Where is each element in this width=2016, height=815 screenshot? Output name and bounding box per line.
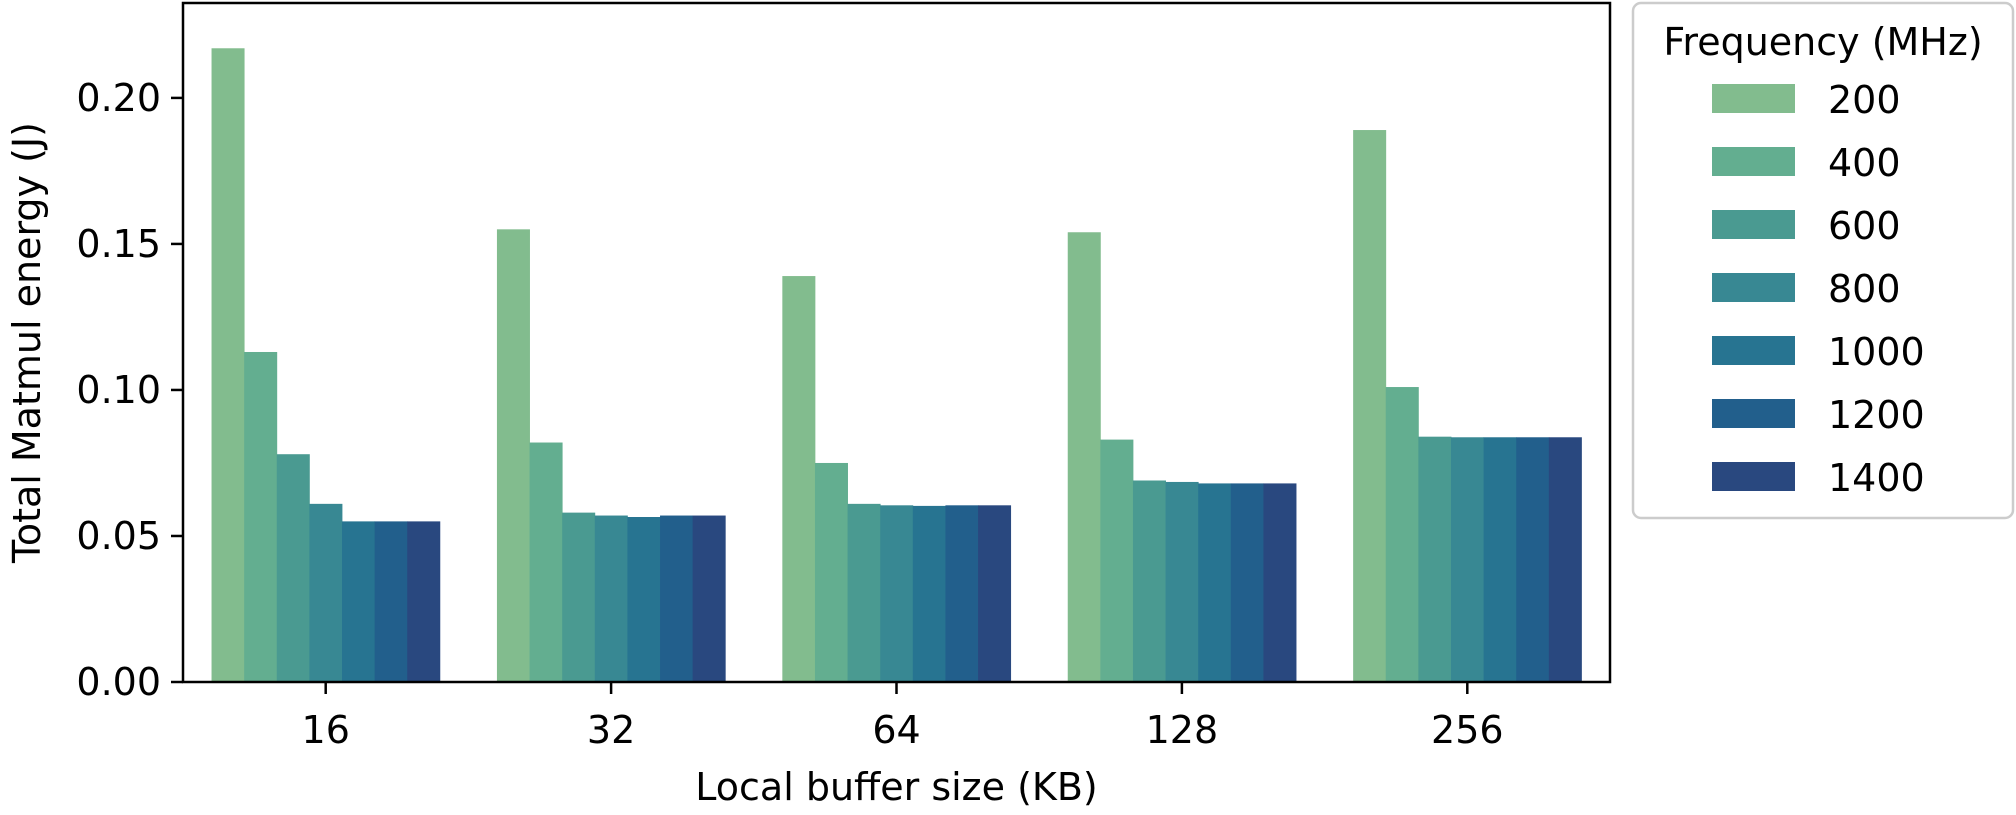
bar-64-1400 <box>978 505 1012 682</box>
legend-swatch-400 <box>1712 147 1795 176</box>
y-tick-label: 0.15 <box>76 222 161 266</box>
bar-64-1000 <box>912 505 946 682</box>
bar-256-1200 <box>1516 437 1550 682</box>
bar-128-1000 <box>1198 483 1232 682</box>
x-tick-label: 64 <box>872 708 920 752</box>
bar-16-1000 <box>342 521 376 682</box>
bar-128-1400 <box>1263 483 1297 682</box>
bar-128-800 <box>1165 481 1199 682</box>
y-tick-label: 0.05 <box>76 514 161 558</box>
bar-32-1400 <box>692 515 726 682</box>
bar-64-400 <box>814 462 848 682</box>
bar-128-1200 <box>1230 483 1264 682</box>
bar-32-400 <box>529 442 563 682</box>
bar-256-1400 <box>1548 437 1582 682</box>
y-tick-label: 0.20 <box>76 76 161 120</box>
legend-swatch-1000 <box>1712 336 1795 365</box>
legend-label-600: 600 <box>1828 204 1901 248</box>
bar-16-600 <box>276 454 310 682</box>
y-tick-label: 0.00 <box>76 660 161 704</box>
legend-swatch-800 <box>1712 273 1795 302</box>
x-tick-label: 16 <box>302 708 350 752</box>
bar-32-1000 <box>627 517 661 682</box>
plot-frame <box>181 1 1612 684</box>
bar-32-1200 <box>660 515 694 682</box>
legend-label-1200: 1200 <box>1828 393 1925 437</box>
bar-16-1200 <box>374 521 408 682</box>
y-axis-title: Total Matmul energy (J) <box>5 122 49 564</box>
bar-64-1200 <box>945 505 979 682</box>
bar-16-800 <box>309 503 343 682</box>
bar-256-200 <box>1353 130 1387 683</box>
bar-128-400 <box>1100 439 1134 682</box>
legend-items: 200 400 600 800 1000 1200 1400 <box>1712 78 1925 500</box>
legend-swatch-200 <box>1712 84 1795 113</box>
bar-32-800 <box>594 515 628 682</box>
bar-128-600 <box>1132 480 1166 682</box>
bar-256-400 <box>1385 387 1419 682</box>
legend-swatch-1400 <box>1712 462 1795 491</box>
bar-64-200 <box>782 276 816 682</box>
bar-32-600 <box>562 512 596 682</box>
legend-label-200: 200 <box>1828 78 1901 122</box>
legend-swatch-600 <box>1712 210 1795 239</box>
x-axis-title: Local buffer size (KB) <box>695 765 1097 809</box>
legend-label-1400: 1400 <box>1828 456 1925 500</box>
bar-64-600 <box>847 503 881 682</box>
bar-32-200 <box>496 229 530 682</box>
bar-256-800 <box>1450 437 1485 682</box>
bar-16-400 <box>244 351 278 682</box>
legend-label-1000: 1000 <box>1828 330 1925 374</box>
bar-256-600 <box>1418 436 1452 682</box>
legend: Frequency (MHz) 200 400 600 800 1000 1200 1400 <box>1631 1 2015 520</box>
x-axis: 16 32 64 128 256 <box>302 682 1504 752</box>
bar-16-200 <box>211 48 245 682</box>
bar-128-200 <box>1067 232 1101 682</box>
legend-label-400: 400 <box>1828 141 1901 185</box>
y-tick-label: 0.10 <box>76 368 161 412</box>
legend-box <box>1631 1 2015 520</box>
legend-title: Frequency (MHz) <box>1663 20 1982 64</box>
bar-64-800 <box>880 505 914 682</box>
x-tick-label: 128 <box>1146 708 1219 752</box>
legend-swatch-1200 <box>1712 399 1795 428</box>
bars-layer <box>211 48 1582 683</box>
x-tick-label: 256 <box>1431 708 1504 752</box>
legend-label-800: 800 <box>1828 267 1901 311</box>
bar-256-1000 <box>1483 437 1517 682</box>
y-axis: 0.00 0.05 0.10 0.15 0.20 <box>76 76 183 704</box>
bar-16-1400 <box>407 521 441 682</box>
x-tick-label: 32 <box>587 708 635 752</box>
